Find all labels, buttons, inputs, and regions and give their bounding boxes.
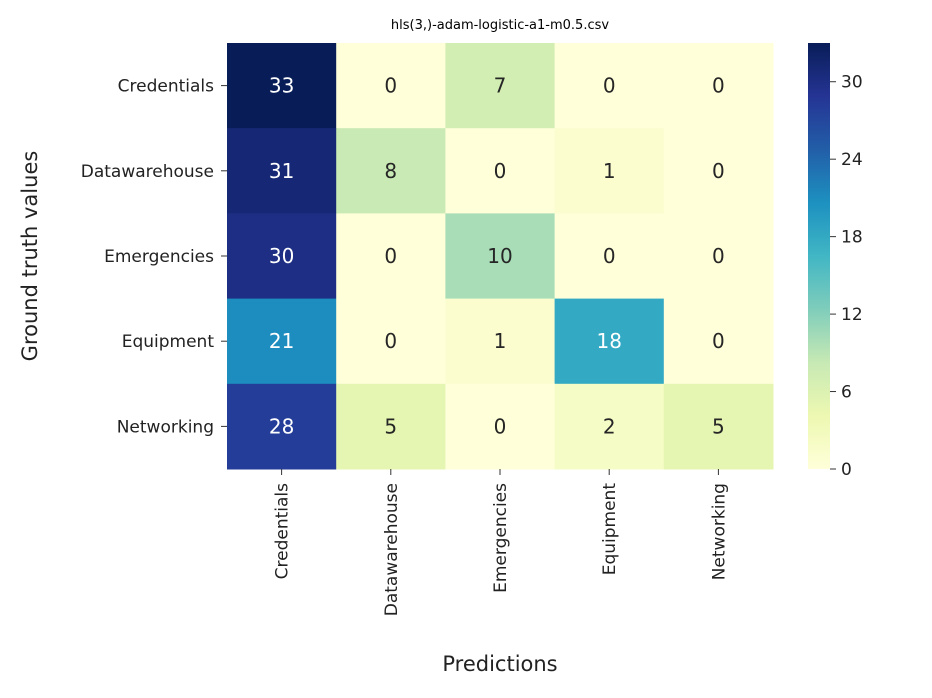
cell-value-label: 21: [269, 329, 294, 353]
heatmap-cell: [445, 43, 556, 129]
heatmap-cell: [554, 128, 665, 214]
heatmap-cell-labels: 33 0 7 0 031 8 0 1 030 0 10 0 021 0 1 18 028 5 0 2 5: [269, 74, 725, 439]
y-tick-label: Datawarehouse: [81, 162, 214, 182]
heatmap-cell: [445, 298, 556, 385]
heatmap-cell: [227, 128, 337, 214]
heatmap-cell: [227, 383, 337, 470]
heatmap-cell: [663, 128, 774, 214]
cell-value-label: 0: [384, 244, 397, 268]
colorbar-tick-label: 24: [841, 150, 863, 170]
cell-value-label: 0: [494, 414, 507, 438]
colorbar-tick-label: 18: [841, 228, 863, 248]
cell-value-label: 31: [269, 159, 294, 183]
y-tick-label: Credentials: [118, 77, 214, 97]
x-tick-labels: Credentials Datawarehouse Emergencies Equip…: [273, 469, 729, 616]
cell-value-label: 1: [494, 329, 507, 353]
heatmap-cell: [554, 383, 665, 470]
cell-value-label: 0: [603, 74, 616, 98]
cell-value-label: 30: [269, 244, 294, 268]
heatmap-cell: [336, 298, 446, 385]
cell-value-label: 0: [712, 329, 725, 353]
cell-value-label: 7: [494, 74, 507, 98]
cell-value-label: 5: [712, 414, 725, 438]
cell-value-label: 0: [494, 159, 507, 183]
y-tick-label: Networking: [117, 417, 214, 437]
heatmap-cell: [336, 213, 446, 300]
cell-value-label: 1: [603, 159, 616, 183]
heatmap-cell: [663, 43, 774, 129]
colorbar-ticks: 0 6 12 18 24 30: [830, 73, 863, 480]
heatmap-cell: [227, 43, 337, 129]
cell-value-label: 0: [603, 244, 616, 268]
x-tick-label: Emergencies: [491, 483, 511, 593]
cell-value-label: 10: [487, 244, 512, 268]
cell-value-label: 0: [712, 159, 725, 183]
cell-value-label: 0: [384, 74, 397, 98]
heatmap-cell: [227, 298, 337, 385]
heatmap-cell: [336, 383, 446, 470]
x-tick-label: Equipment: [600, 483, 620, 576]
heatmap-cell: [336, 128, 446, 214]
x-tick-label: Datawarehouse: [382, 483, 402, 616]
cell-value-label: 5: [384, 414, 397, 438]
heatmap-cells: [227, 43, 774, 470]
heatmap-cell: [663, 213, 774, 300]
heatmap-cell: [663, 298, 774, 385]
chart-title: hls(3,)-adam-logistic-a1-m0.5.csv: [391, 18, 609, 33]
y-tick-labels: Credentials Datawarehouse Emergencies Equip…: [81, 77, 227, 437]
heatmap-cell: [227, 213, 337, 300]
heatmap-cell: [445, 383, 556, 470]
cell-value-label: 8: [384, 159, 397, 183]
x-tick-label: Networking: [709, 483, 729, 580]
y-tick-label: Equipment: [122, 332, 215, 352]
heatmap-cell: [554, 213, 665, 300]
y-axis-label: Ground truth values: [18, 151, 42, 362]
cell-value-label: 2: [603, 414, 616, 438]
colorbar-tick-label: 12: [841, 305, 863, 325]
cell-value-label: 0: [384, 329, 397, 353]
heatmap-cell: [554, 298, 665, 385]
heatmap-cell: [445, 128, 556, 214]
x-tick-label: Credentials: [273, 483, 293, 579]
cell-value-label: 0: [712, 74, 725, 98]
colorbar: [808, 43, 830, 469]
cell-value-label: 33: [269, 74, 294, 98]
heatmap-cell: [554, 43, 665, 129]
colorbar-tick-label: 30: [841, 73, 863, 93]
colorbar-tick-label: 6: [841, 383, 852, 403]
heatmap-cell: [663, 383, 774, 470]
heatmap-cell: [336, 43, 446, 129]
x-axis-label: Predictions: [442, 652, 557, 676]
cell-value-label: 18: [596, 329, 621, 353]
y-tick-label: Emergencies: [104, 247, 214, 267]
colorbar-tick-label: 0: [841, 460, 852, 480]
cell-value-label: 28: [269, 414, 294, 438]
heatmap-cell: [445, 213, 556, 300]
cell-value-label: 0: [712, 244, 725, 268]
